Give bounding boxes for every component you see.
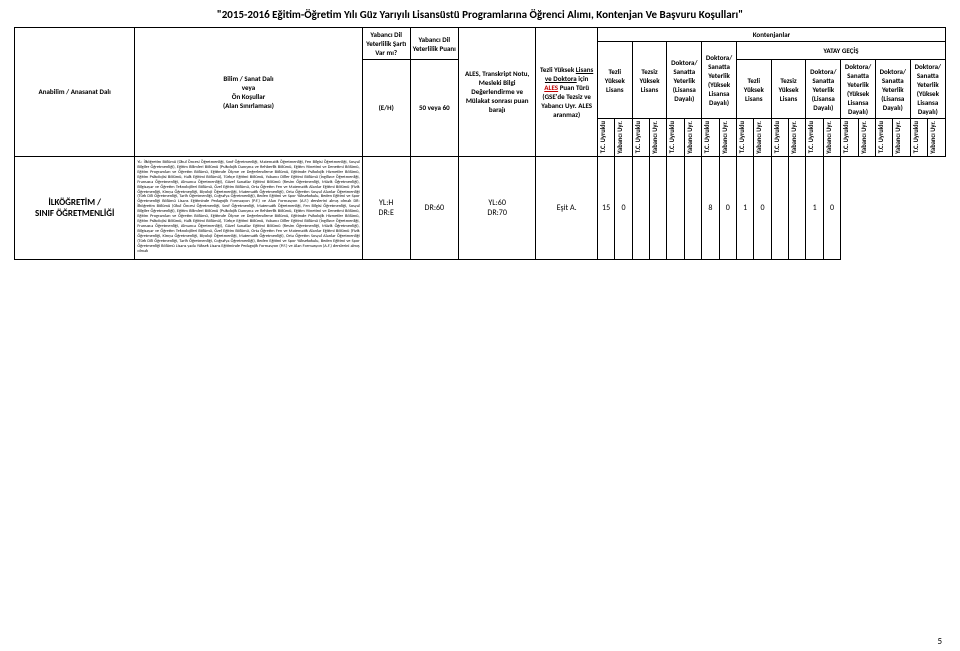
col-k2: Tezsiz Yüksek Lisans: [632, 42, 667, 119]
sub-tc: T.C. Uyruklu: [667, 119, 684, 157]
col-5060: 50 veya 60: [410, 60, 458, 157]
cell-v3: [650, 156, 667, 259]
cell-ales: Eşit A.: [536, 156, 598, 259]
sub-tc: T.C. Uyruklu: [597, 119, 614, 157]
cell-dept: İLKÖĞRETİM / SINIF ÖĞRETMENLİĞİ: [15, 156, 135, 259]
col-y1: Tezli Yüksek Lisans: [736, 60, 771, 119]
cell-v6: 8: [702, 156, 719, 259]
col-dil-sart: Yabancı Dil Yeterlilik Şartı Var mı?: [362, 28, 410, 60]
sub-yu: Yabancı Uyr.: [719, 119, 736, 157]
col-y4: Doktora/ Sanatta Yeterlik (Yüksek Lisans…: [841, 60, 876, 119]
sub-tc: T.C. Uyruklu: [910, 119, 927, 157]
page-number: 5: [937, 636, 942, 647]
sub-yu: Yabancı Uyr.: [684, 119, 701, 157]
cell-v4: [667, 156, 684, 259]
cell-puan: DR:60: [410, 156, 458, 259]
main-table: Anabilim / Anasanat Dalı Bilim / Sanat D…: [14, 27, 946, 260]
col-ales: Tezli Yüksek Lisans ve Doktora için ALES…: [536, 28, 598, 157]
sub-tc: T.C. Uyruklu: [875, 119, 892, 157]
cell-v1: 0: [615, 156, 632, 259]
cell-v2: [632, 156, 649, 259]
page-title: "2015-2016 Eğitim-Öğretim Yılı Güz Yarıy…: [14, 8, 946, 21]
cell-v7: 0: [719, 156, 736, 259]
col-dil-puan: Yabancı Dil Yeterlilik Puanı: [410, 28, 458, 60]
cell-v5: [684, 156, 701, 259]
cell-baraj: YL:60 DR:70: [458, 156, 536, 259]
sub-yu: Yabancı Uyr.: [615, 119, 632, 157]
col-baraj: ALES, Transkript Notu, Mesleki Bilgi Değ…: [458, 28, 536, 157]
cell-empty: [841, 156, 946, 259]
sub-tc: T.C. Uyruklu: [632, 119, 649, 157]
cell-v8: 1: [736, 156, 753, 259]
col-bilim: Bilim / Sanat Dalı veya Ön Koşullar (Ala…: [135, 28, 362, 157]
col-y5: Doktora/ Sanatta Yeterlik (Lisansa Dayal…: [875, 60, 910, 119]
cell-v11: [789, 156, 806, 259]
col-anabilim: Anabilim / Anasanat Dalı: [15, 28, 135, 157]
sub-tc: T.C. Uyruklu: [806, 119, 823, 157]
cell-v0: 15: [597, 156, 614, 259]
sub-yu: Yabancı Uyr.: [650, 119, 667, 157]
col-kontenjanlar: Kontenjanlar: [597, 28, 945, 42]
col-k3: Doktora/ Sanatta Yeterlik (Lisansa Dayal…: [667, 42, 702, 119]
ales-l1: Tezli Yüksek: [540, 65, 574, 74]
cell-v13: 0: [823, 156, 840, 259]
sub-yu: Yabancı Uyr.: [928, 119, 946, 157]
sub-tc: T.C. Uyruklu: [736, 119, 753, 157]
sub-yu: Yabancı Uyr.: [789, 119, 806, 157]
col-k1: Tezli Yüksek Lisans: [597, 42, 632, 119]
sub-tc: T.C. Uyruklu: [771, 119, 788, 157]
col-y2: Tezsiz Yüksek Lisans: [771, 60, 806, 119]
ales-l3: için: [578, 74, 588, 83]
col-y6: Doktora/ Sanatta Yeterlik (Yüksek Lisans…: [910, 60, 945, 119]
sub-tc: T.C. Uyruklu: [841, 119, 858, 157]
sub-yu: Yabancı Uyr.: [893, 119, 910, 157]
cell-desc: YL: İlköğretim Bölümü (Okul Öncesi Öğret…: [135, 156, 362, 259]
sub-tc: T.C. Uyruklu: [702, 119, 719, 157]
table-row: İLKÖĞRETİM / SINIF ÖĞRETMENLİĞİ YL: İlkö…: [15, 156, 946, 259]
sub-yu: Yabancı Uyr.: [823, 119, 840, 157]
sub-yu: Yabancı Uyr.: [754, 119, 771, 157]
ales-l4: ALES: [544, 83, 558, 92]
cell-v10: [771, 156, 788, 259]
col-k4: Doktora/ Sanatta Yeterlik (Yüksek Lisans…: [702, 42, 737, 119]
col-yatay: YATAY GEÇİŞ: [736, 42, 945, 60]
cell-eh: YL:H DR:E: [362, 156, 410, 259]
cell-v12: 1: [806, 156, 823, 259]
cell-v9: 0: [754, 156, 771, 259]
col-y3: Doktora/ Sanatta Yeterlik (Lisansa Dayal…: [806, 60, 841, 119]
col-eh: (E/H): [362, 60, 410, 157]
sub-yu: Yabancı Uyr.: [858, 119, 875, 157]
